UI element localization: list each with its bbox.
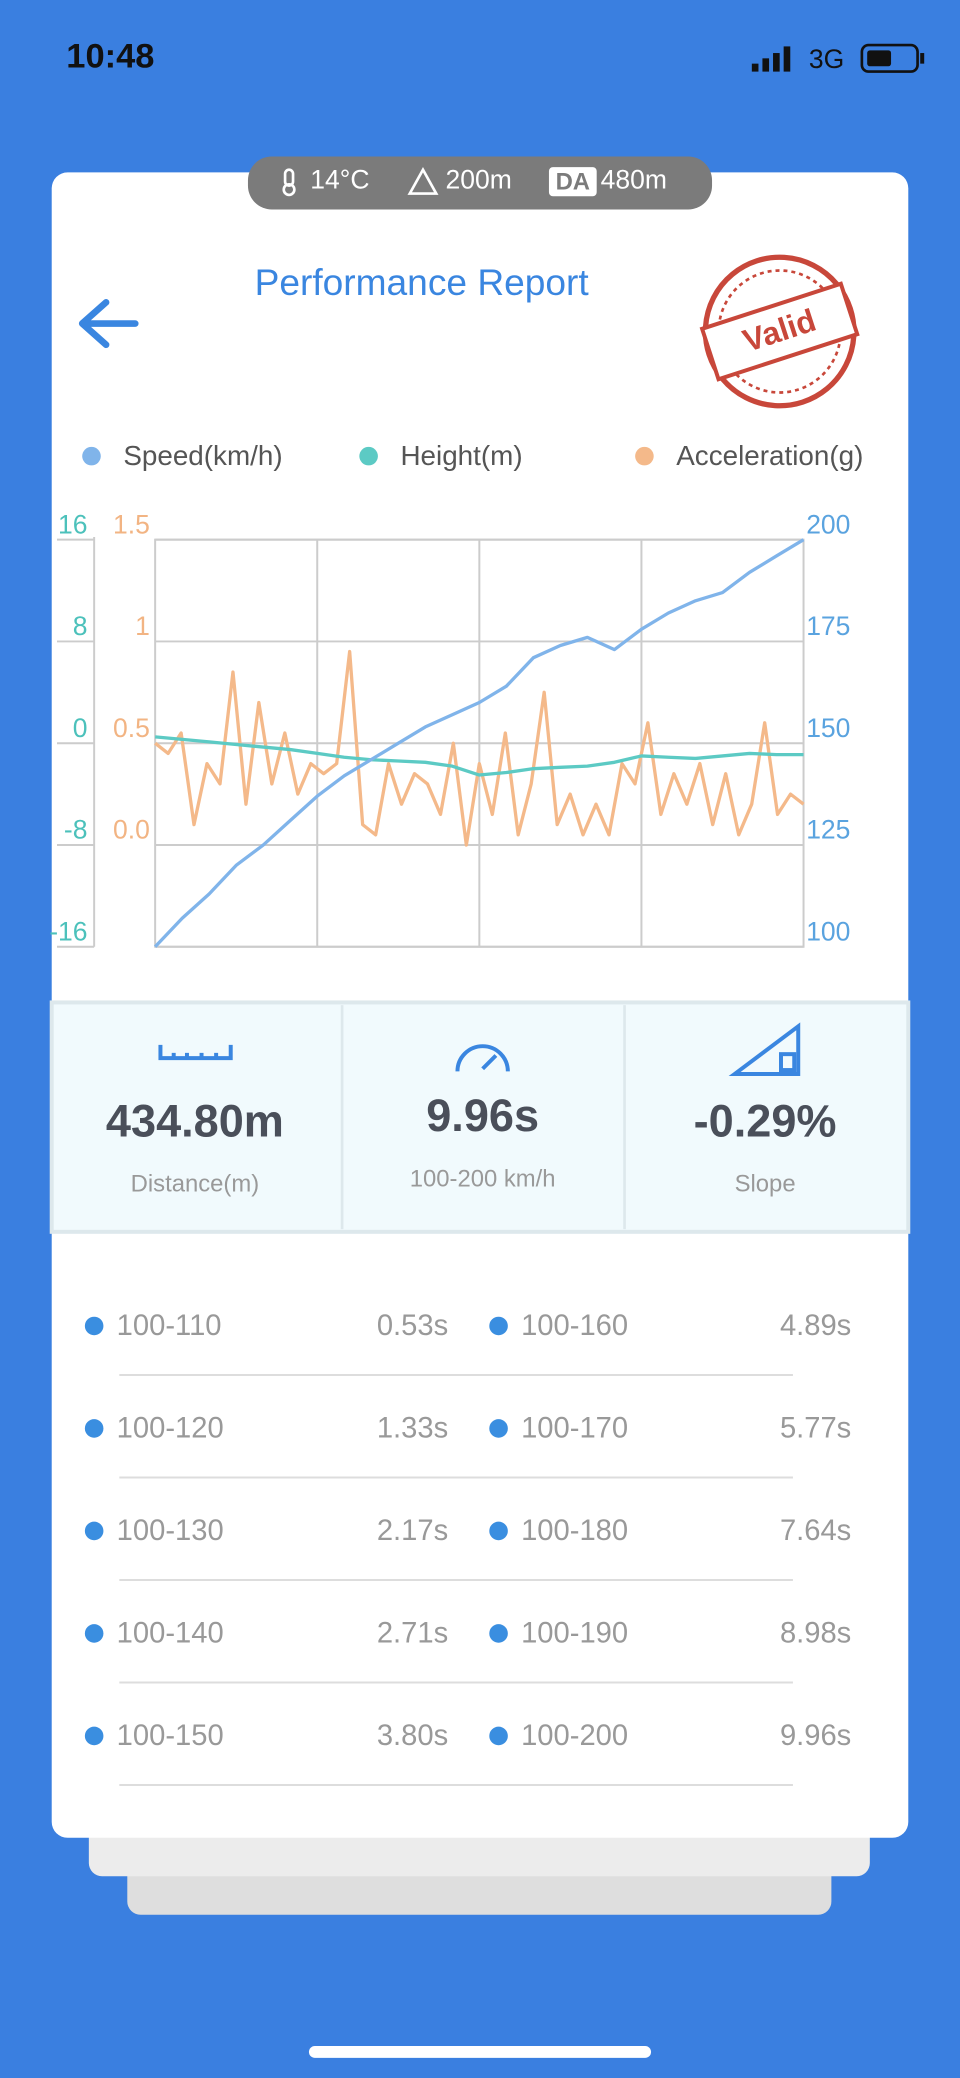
split-range: 100-190 <box>521 1617 628 1649</box>
altitude: 200m <box>446 165 512 195</box>
stat-value: 9.96s <box>426 1090 539 1141</box>
split-time: 4.89s <box>780 1310 851 1342</box>
split-time: 1.33s <box>377 1412 448 1444</box>
split-time: 0.53s <box>377 1310 448 1342</box>
split-range: 100-120 <box>117 1412 224 1444</box>
split-dot <box>489 1316 508 1336</box>
valid-stamp: Valid <box>699 254 860 409</box>
split-range: 100-150 <box>117 1720 224 1752</box>
split-dot <box>489 1624 508 1643</box>
y2-tick-label: 200 <box>806 509 850 539</box>
series-line <box>154 649 805 847</box>
y2-tick-label: 100 <box>806 916 850 946</box>
split-dot <box>84 1726 104 1746</box>
y3-tick-label: 1 <box>135 611 150 641</box>
split-dot <box>489 1726 508 1746</box>
split-dot <box>84 1624 104 1643</box>
split-time: 7.64s <box>780 1515 851 1547</box>
stats: 434.80m Distance(m) 9.96s 100-200 km/h -0.29… <box>106 1090 837 1198</box>
split-dot <box>489 1419 508 1438</box>
stat-value: 434.80m <box>106 1095 284 1146</box>
y3-tick-label: 1.5 <box>113 509 150 539</box>
da-label: DA <box>556 168 590 195</box>
legend-dot <box>82 446 101 466</box>
split-dot <box>84 1521 104 1541</box>
split-time: 2.17s <box>377 1515 448 1547</box>
split-range: 100-170 <box>521 1412 628 1444</box>
split-range: 100-140 <box>117 1617 224 1649</box>
split-range: 100-180 <box>521 1515 628 1547</box>
battery-icon <box>860 43 925 73</box>
stat-label: Distance(m) <box>131 1171 260 1198</box>
series-line <box>154 735 804 777</box>
split-dot <box>84 1419 104 1438</box>
split-time: 8.98s <box>780 1617 851 1649</box>
slope-icon <box>728 1022 801 1077</box>
legend-dot <box>635 446 654 466</box>
legend-label: Acceleration(g) <box>676 440 863 471</box>
split-time: 9.96s <box>780 1720 851 1752</box>
ruler-icon <box>158 1044 233 1061</box>
signal-icon <box>751 46 791 72</box>
split-time: 3.80s <box>377 1720 448 1752</box>
split-dot <box>489 1521 508 1541</box>
splits-table: 100-110 0.53s 100-160 4.89s 100-120 1.33s 100-… <box>84 1310 851 1787</box>
back-button[interactable] <box>78 299 139 349</box>
home-indicator <box>308 2045 652 2058</box>
y3-tick-label: 0.5 <box>113 713 150 743</box>
y3-tick-label: 0.0 <box>113 815 150 845</box>
temperature: 14°C <box>310 165 369 195</box>
y-tick-label: 0 <box>73 713 88 743</box>
y-tick-label: -16 <box>49 916 87 946</box>
speedometer-icon <box>455 1044 510 1072</box>
chart: Speed(km/h) Height(m) Acceleration(g) 200 17… <box>49 440 863 948</box>
y2-tick-label: 150 <box>806 713 850 743</box>
split-range: 100-160 <box>521 1310 628 1342</box>
series-line <box>153 538 805 948</box>
split-range: 100-200 <box>521 1720 628 1752</box>
split-dot <box>84 1316 104 1336</box>
split-time: 2.71s <box>377 1617 448 1649</box>
legend-dot <box>359 446 378 466</box>
split-time: 5.77s <box>780 1412 851 1444</box>
legend-label: Height(m) <box>400 440 522 471</box>
stat-label: 100-200 km/h <box>410 1165 556 1192</box>
y-tick-label: -8 <box>64 815 88 845</box>
y-tick-label: 8 <box>73 611 88 641</box>
y-tick-label: 16 <box>58 509 87 539</box>
conditions-icons <box>282 166 597 197</box>
split-range: 100-110 <box>117 1310 222 1342</box>
legend-label: Speed(km/h) <box>123 440 282 471</box>
split-range: 100-130 <box>117 1515 224 1547</box>
status-time: 10:48 <box>66 37 154 75</box>
y2-tick-label: 175 <box>806 611 850 641</box>
report-title: Performance Report <box>255 261 590 303</box>
density-altitude: 480m <box>601 165 667 195</box>
status-network: 3G <box>809 44 844 74</box>
stats-panel <box>49 1000 911 1234</box>
y2-tick-label: 125 <box>806 815 850 845</box>
stat-label: Slope <box>735 1171 796 1198</box>
stat-value: -0.29% <box>694 1095 837 1146</box>
